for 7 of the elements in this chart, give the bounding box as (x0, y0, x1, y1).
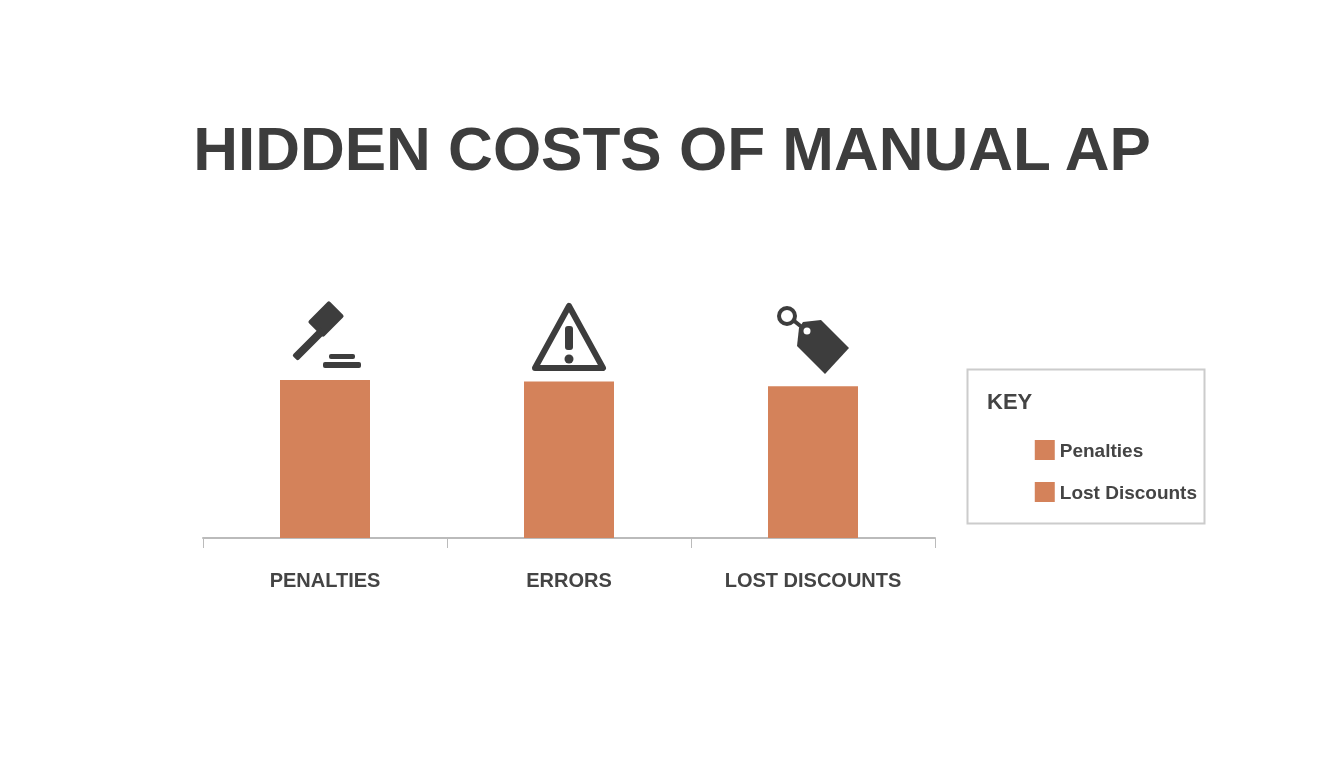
chart-title: HIDDEN COSTS OF MANUAL AP (193, 113, 1151, 183)
x-tick-label: LOST DISCOUNTS (724, 569, 902, 591)
x-tick-label: ERRORS (526, 569, 612, 591)
legend-label: Lost Discounts (1059, 481, 1197, 503)
x-tick-label: PENALTIES (269, 569, 381, 591)
legend-label: Penalties (1059, 439, 1144, 461)
legend-title: KEY (987, 388, 1033, 414)
